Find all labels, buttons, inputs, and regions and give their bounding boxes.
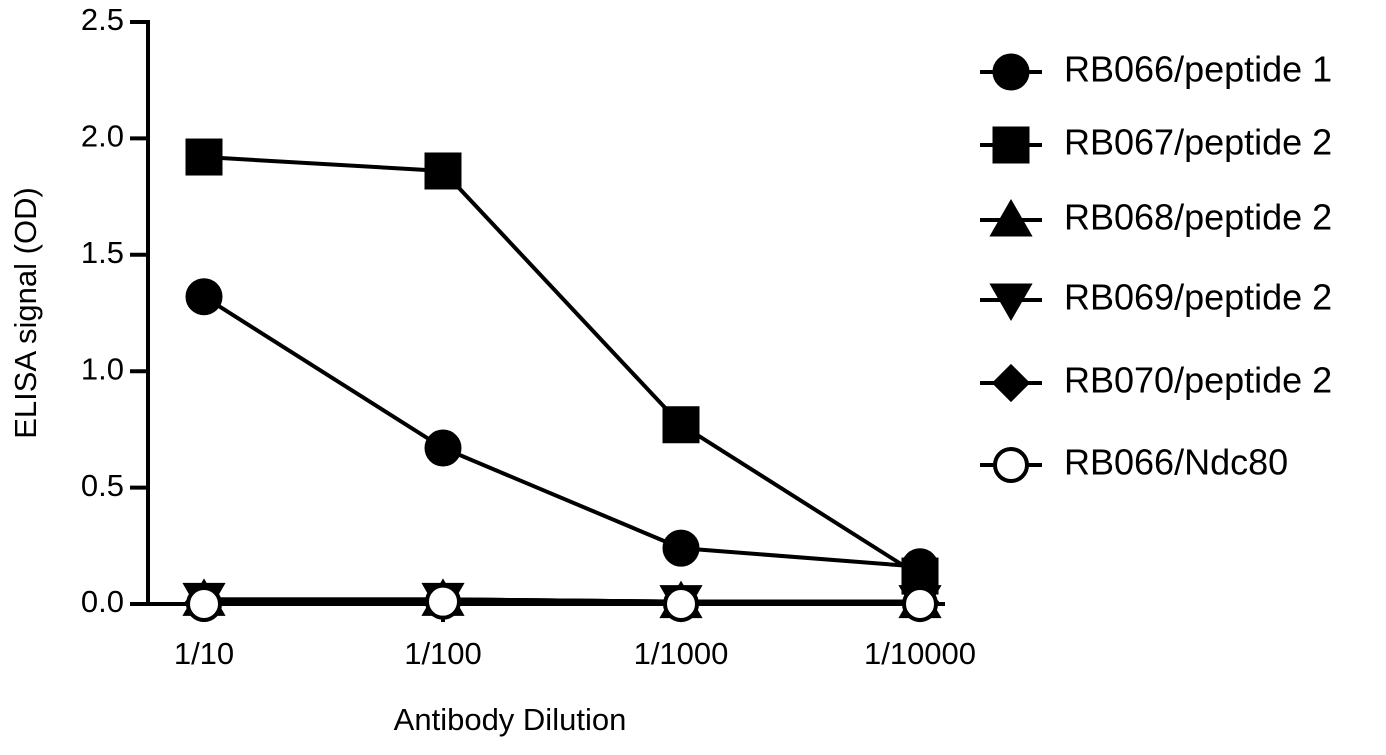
series-line: [202, 295, 921, 569]
y-tick-label: 1.0: [81, 351, 124, 386]
legend-marker: [992, 126, 1030, 164]
y-tick-label: 1.5: [81, 235, 124, 270]
legend-label: RB066/peptide 1: [1064, 49, 1332, 90]
y-tick-label: 2.5: [81, 2, 124, 37]
legend-marker: [989, 198, 1033, 237]
marker: [425, 583, 461, 620]
y-tick-label: 0.5: [81, 468, 124, 503]
legend-label: RB070/peptide 2: [1064, 360, 1332, 401]
marker: [185, 278, 223, 316]
series-line: [203, 155, 922, 578]
x-tick-label: 1/100: [404, 636, 482, 671]
marker: [902, 586, 938, 622]
marker: [185, 138, 223, 176]
marker: [424, 429, 462, 467]
series-line: [203, 597, 920, 604]
marker: [662, 406, 700, 444]
legend-label: RB069/peptide 2: [1064, 277, 1332, 318]
x-tick-label: 1/1000: [634, 636, 729, 671]
legend-marker: [992, 53, 1030, 91]
legend-marker: [991, 363, 1031, 403]
legend-marker: [993, 447, 1029, 483]
legend-label: RB067/peptide 2: [1064, 122, 1332, 163]
x-axis-title: Antibody Dilution: [394, 702, 627, 737]
y-axis-title: ELISA signal (OD): [8, 187, 43, 439]
legend-marker: [989, 283, 1033, 322]
marker: [424, 152, 462, 190]
marker: [186, 586, 222, 622]
x-tick-label: 1/10: [174, 636, 234, 671]
legend-label: RB068/peptide 2: [1064, 197, 1332, 238]
legend-label: RB066/Ndc80: [1064, 442, 1288, 483]
y-tick-label: 2.0: [81, 119, 124, 154]
x-tick-label: 1/10000: [864, 636, 976, 671]
marker: [662, 529, 700, 567]
y-tick-label: 0.0: [81, 584, 124, 619]
series-line: [203, 599, 920, 606]
marker: [663, 586, 699, 622]
